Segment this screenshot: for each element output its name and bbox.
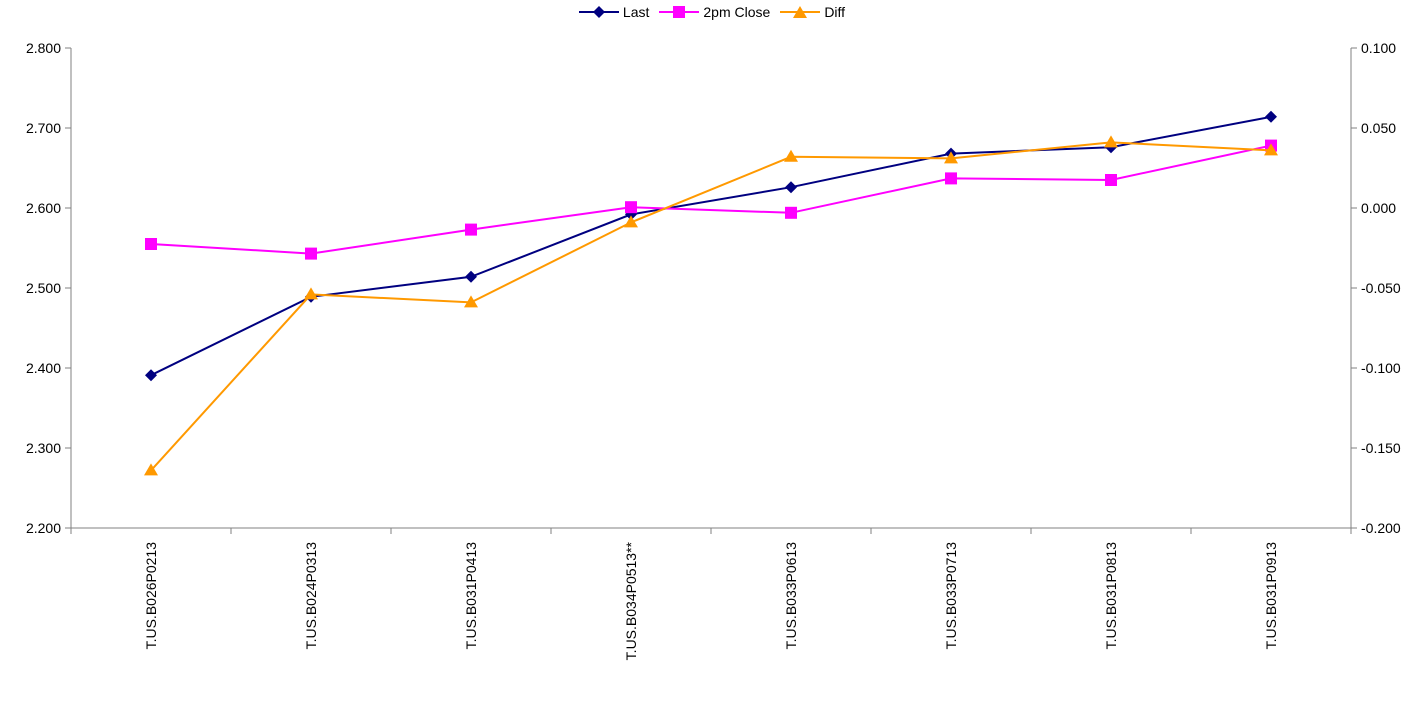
legend-item-2pm-close: 2pm Close [659, 4, 770, 20]
x-tick-label: T.US.B031P0913 [1263, 542, 1279, 650]
data-point-diff [944, 151, 958, 164]
right-y-tick-label: 0.050 [1361, 120, 1396, 136]
data-point-2pm-close [145, 238, 157, 250]
data-point-last [1265, 110, 1277, 123]
x-tick-label: T.US.B024P0313 [303, 542, 319, 650]
right-y-tick-label: -0.050 [1361, 280, 1401, 296]
data-point-2pm-close [1105, 174, 1117, 186]
data-point-diff [1264, 143, 1278, 156]
data-point-diff [464, 295, 478, 308]
right-y-tick-label: 0.000 [1361, 200, 1396, 216]
left-y-tick-label: 2.200 [26, 520, 61, 536]
legend-label-diff: Diff [824, 4, 846, 20]
left-y-tick-label: 2.400 [26, 360, 61, 376]
series-line-last [150, 115, 1272, 377]
data-point-2pm-close [625, 201, 637, 214]
left-y-tick-label: 2.800 [26, 40, 61, 56]
x-tick-label: T.US.B033P0713 [943, 542, 959, 650]
data-point-diff [144, 463, 158, 476]
series-line-2pm-close [150, 144, 1272, 255]
data-point-2pm-close [465, 223, 477, 236]
x-tick-label: T.US.B031P0413 [463, 542, 479, 650]
right-y-tick-label: -0.200 [1361, 520, 1401, 536]
right-y-tick-label: 0.100 [1361, 40, 1396, 56]
data-point-2pm-close [305, 247, 317, 260]
data-point-diff [624, 215, 638, 228]
data-point-diff [304, 287, 318, 300]
left-y-tick-label: 2.500 [26, 280, 61, 296]
data-point-last [785, 181, 797, 194]
data-point-2pm-close [785, 206, 797, 219]
x-tick-label: T.US.B026P0213 [143, 542, 159, 650]
data-point-last [145, 369, 157, 382]
legend-item-last: Last [578, 4, 650, 20]
legend-diamond-marker-icon [578, 6, 619, 18]
x-tick-label: T.US.B034P0513** [623, 541, 639, 660]
legend-triangle-marker-icon [780, 6, 821, 18]
right-y-tick-label: -0.150 [1361, 440, 1401, 456]
legend-label-2pm-close: 2pm Close [703, 4, 771, 20]
legend-label-last: Last [622, 4, 650, 20]
legend-square-marker-icon [659, 6, 700, 18]
x-tick-label: T.US.B031P0813 [1103, 542, 1119, 650]
left-y-tick-label: 2.600 [26, 200, 61, 216]
data-point-diff [1104, 135, 1118, 148]
data-point-last [465, 270, 477, 283]
right-y-tick-label: -0.100 [1361, 360, 1401, 376]
data-point-diff [784, 149, 798, 162]
x-tick-label: T.US.B033P0613 [783, 542, 799, 650]
left-y-tick-label: 2.300 [26, 440, 61, 456]
legend-item-diff: Diff [780, 4, 845, 20]
data-point-2pm-close [945, 172, 957, 185]
series-line-diff [150, 141, 1272, 472]
legend: Last 2pm Close Diff [0, 4, 1424, 20]
left-y-tick-label: 2.700 [26, 120, 61, 136]
